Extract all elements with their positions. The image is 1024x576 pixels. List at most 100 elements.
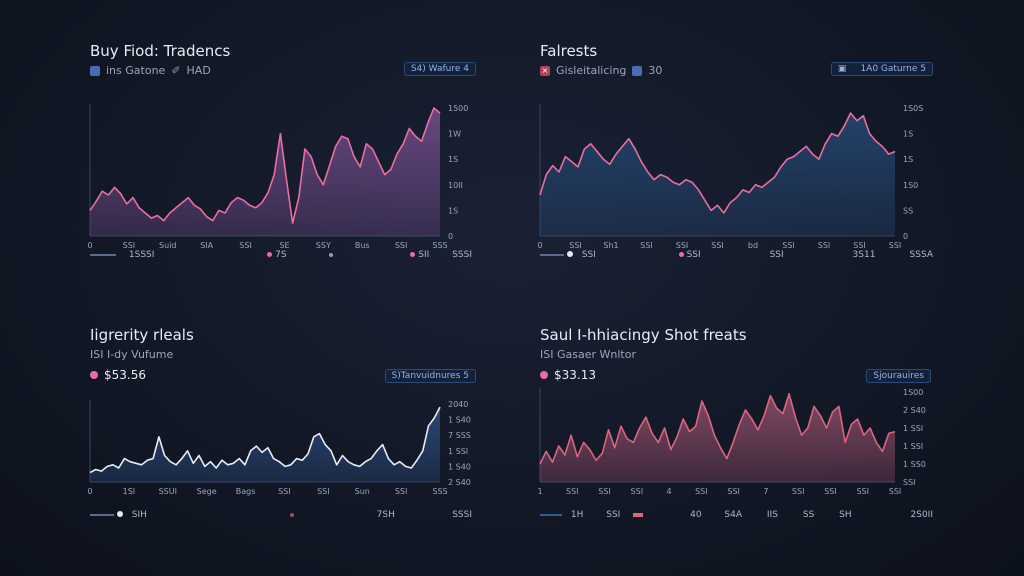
- x-tick-label: SSI: [889, 241, 902, 250]
- window-icon: ▣: [837, 64, 847, 74]
- chart-4-legend: 1H SSI 40 S4A IIS SS SH 2S0II: [540, 510, 935, 520]
- chart-4-price-row: $33.13: [540, 368, 596, 382]
- chart-1-title: Buy Fiod: Tradencs: [90, 42, 231, 60]
- x-tick-label: SSI: [395, 487, 408, 496]
- chart-4-title: Saul I-hhiacingy Shot freats: [540, 326, 747, 344]
- x-tick-label: SSI: [569, 241, 582, 250]
- x-tick-label: SSI: [853, 241, 866, 250]
- feather-icon: ✐: [171, 64, 181, 77]
- x-tick-label: SSI: [278, 487, 291, 496]
- x-tick-label: 0: [537, 241, 542, 250]
- close-icon: ×: [540, 65, 550, 76]
- legend-1-item-2: SII: [418, 250, 430, 260]
- x-tick-label: 1: [537, 487, 542, 496]
- legend-3-item-1: SSSI: [452, 510, 472, 520]
- x-tick-label: SSI: [640, 241, 653, 250]
- x-tick-label: SSI: [818, 241, 831, 250]
- x-tick-label: SE: [279, 241, 289, 250]
- x-tick-label: SSI: [727, 487, 740, 496]
- chart-1-plot: 0 SSI Suid SIA SSI SE SSY Bus SSI SSS 1500 1W 1S 10II…: [87, 104, 468, 250]
- chart-2-subtitle: × Gisleitalicing 30: [540, 64, 662, 77]
- series-area: [540, 113, 895, 236]
- y-tick-label: 1S: [903, 130, 913, 139]
- legend-dot-icon: [289, 513, 294, 517]
- chart-panel-4: Saul I-hhiacingy Shot freats ISI Gasaer …: [537, 326, 935, 556]
- series-area: [90, 108, 440, 236]
- x-tick-label: bd: [748, 241, 758, 250]
- legend-1-item-0: 1SSSI: [128, 250, 155, 260]
- x-tick-label: SSI: [695, 487, 708, 496]
- legend-3-mid: 7SH: [376, 510, 395, 520]
- legend-dot-icon: [410, 252, 416, 257]
- y-tick-label: 2 S40: [448, 478, 471, 487]
- x-tick-label: SSS: [432, 241, 447, 250]
- chart-3-title: Iigrerity rleals: [90, 326, 194, 344]
- chart-2-legend: SSI SSI SSI 3S11 SSSA: [540, 250, 935, 260]
- y-tick-label: 1 S40: [448, 462, 471, 471]
- x-tick-label: Bags: [236, 487, 256, 496]
- legend-dot-icon: [267, 252, 273, 257]
- chart-3-badge[interactable]: S)Tanvuidnures 5: [384, 369, 476, 383]
- price-dot-icon: [540, 371, 548, 379]
- chart-3-sub-label: ISI I-dy Vufume: [90, 348, 174, 361]
- chart-1-badge[interactable]: S4) Wafure 4: [403, 62, 476, 76]
- chart-1-subtitle: ins Gatone ✐ HAD: [90, 64, 211, 77]
- x-tick-label: Sh1: [603, 241, 618, 250]
- chart-1-legend: 1SSSI 7S SII SSSI: [90, 250, 480, 260]
- x-tick-label: SSI: [395, 241, 408, 250]
- chart-3-price-row: $53.56: [90, 368, 146, 382]
- chart-4-badge[interactable]: Sjourauires: [866, 369, 931, 383]
- legend-swatch: [633, 512, 644, 517]
- y-tick-label: SSI: [903, 478, 916, 487]
- x-tick-label: Sun: [355, 487, 370, 496]
- y-tick-label: SS: [903, 206, 913, 215]
- x-tick-label: SSI: [123, 241, 136, 250]
- legend-4-item-4: IIS: [766, 510, 778, 520]
- y-tick-label: 2040: [448, 400, 468, 409]
- chart-2-sub-label: Gisleitalicing: [556, 64, 627, 77]
- y-tick-label: 1 SSI: [448, 447, 468, 456]
- y-tick-label: 1 SS0: [903, 460, 926, 469]
- chart-4-price: $33.13: [554, 368, 596, 382]
- x-tick-label: SSI: [631, 487, 644, 496]
- chart-panel-3: Iigrerity rleals ISI I-dy Vufume $53.56 …: [87, 326, 480, 556]
- x-tick-label: SSI: [856, 487, 869, 496]
- series-area: [90, 407, 440, 482]
- chart-1-sub-label: ins Gatone: [106, 64, 166, 77]
- chart-panel-2: Falrests × Gisleitalicing 30 ▣ 1A0 Gaturn…: [537, 42, 935, 272]
- x-tick-label: SSI: [782, 241, 795, 250]
- chart-3-legend: SIH 7SH SSSI: [90, 510, 480, 520]
- legend-1-right: SSSI: [452, 250, 472, 260]
- x-tick-label: 0: [87, 241, 92, 250]
- y-tick-label: 0: [448, 232, 453, 241]
- legend-2-item-1: SSI: [686, 250, 701, 260]
- legend-line: [90, 253, 116, 256]
- x-tick-label: SSY: [316, 241, 331, 250]
- price-dot-icon: [90, 371, 98, 379]
- series-line: [539, 112, 896, 214]
- legend-2-item-3: 3S11: [852, 250, 876, 260]
- legend-line: [540, 513, 562, 516]
- legend-4-item-2: 40: [690, 510, 702, 520]
- x-tick-label: SSI: [889, 487, 902, 496]
- chart-1-sub-extra: HAD: [186, 64, 211, 77]
- x-tick-label: SSI: [239, 241, 252, 250]
- x-tick-label: SSI: [792, 487, 805, 496]
- x-tick-label: Bus: [355, 241, 370, 250]
- chart-panel-1: Buy Fiod: Tradencs ins Gatone ✐ HAD S4) …: [87, 42, 480, 272]
- chart-2-badge[interactable]: ▣ 1A0 Gaturne 5: [830, 62, 933, 76]
- y-tick-label: 1S00: [903, 388, 923, 397]
- chart-2-title: Falrests: [540, 42, 598, 60]
- legend-2-item-2: SSI: [769, 250, 784, 260]
- square-icon: [632, 65, 643, 76]
- x-tick-label: SSI: [711, 241, 724, 250]
- legend-4-item-5: SS: [802, 510, 815, 520]
- x-tick-label: SSI: [676, 241, 689, 250]
- chart-3-subtitle: ISI I-dy Vufume: [90, 348, 173, 361]
- y-tick-label: 1 S40: [448, 416, 471, 425]
- y-tick-label: 1S: [448, 206, 458, 215]
- y-tick-label: 1 SSI: [903, 442, 923, 451]
- y-tick-label: 2 S40: [903, 406, 926, 415]
- series-line: [539, 393, 896, 465]
